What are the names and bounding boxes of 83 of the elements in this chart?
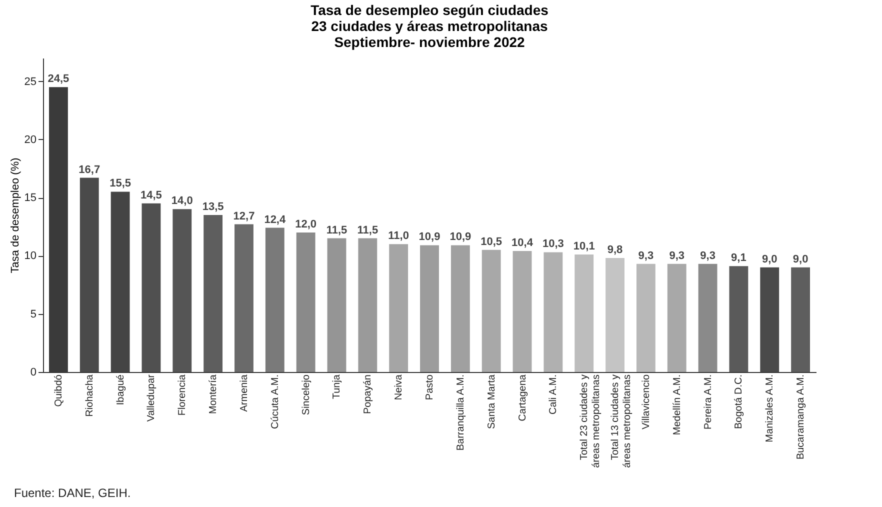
data-label: 10,9 (418, 231, 440, 244)
bar (606, 258, 624, 372)
bar (512, 251, 532, 372)
x-tick-label: Cúcuta A.M. (270, 374, 281, 429)
y-axis-title: Tasa de desempleo (%) (9, 158, 22, 274)
y-tick-label: 0 (30, 366, 36, 378)
x-tick-label: Florencia (177, 374, 188, 416)
data-label: 10,5 (480, 236, 502, 248)
bar (172, 209, 192, 372)
x-tick-label: Cartagena (517, 374, 528, 422)
x-tick-label: Barranquilla A.M. (455, 374, 466, 451)
bar (389, 244, 408, 372)
bar (204, 215, 223, 372)
x-tick-label: Villavicencio (640, 374, 652, 430)
data-label: 12,4 (264, 214, 286, 226)
x-tick-label: Sincelejo (300, 374, 312, 416)
y-tick-label: 10 (24, 250, 36, 262)
data-label: 10,3 (542, 238, 564, 250)
x-tick-label: Popayán (362, 374, 374, 414)
bar (482, 250, 501, 372)
x-tick-label: Bucaramanga A.M. (796, 374, 807, 460)
x-tick-label: Quibdó (53, 374, 64, 407)
data-label: 10,9 (450, 231, 472, 244)
data-label: 9,3 (638, 250, 654, 262)
bar (760, 267, 780, 372)
bar (450, 245, 470, 372)
data-label: 15,5 (110, 178, 132, 190)
data-label: 14,0 (171, 195, 193, 208)
bar (636, 264, 656, 372)
x-tick-label: Bogotá D.C. (734, 374, 745, 429)
bar (729, 266, 748, 372)
x-tick-label: Pereira A.M. (702, 374, 714, 430)
x-tick-label: Tunja (332, 374, 343, 400)
x-tick-label: Medellín A.M. (672, 374, 683, 436)
bar (667, 264, 686, 372)
x-tick-label: Cali A.M. (548, 374, 560, 415)
data-label: 9,3 (700, 250, 716, 262)
y-tick-label: 25 (24, 76, 36, 88)
y-tick-label: 20 (24, 134, 36, 146)
bar (574, 254, 594, 372)
x-tick-label: Ibagué (115, 374, 126, 406)
x-tick-label: Montería (208, 374, 220, 414)
bar (420, 245, 439, 372)
data-label: 9,3 (669, 250, 685, 262)
data-label: 16,7 (78, 164, 100, 176)
bar (327, 238, 346, 372)
x-tick-label: Armenia (238, 374, 250, 412)
data-label: 24,5 (48, 73, 70, 86)
x-tick-label: Valledupar (146, 374, 158, 422)
data-label: 11,5 (326, 224, 348, 236)
data-label: 11,5 (357, 224, 378, 236)
bar (265, 228, 284, 372)
data-label: 10,1 (573, 240, 595, 253)
data-label: 9,8 (607, 244, 623, 256)
data-label: 9,1 (731, 252, 746, 264)
source-note: Fuente: DANE, GEIH. (14, 486, 132, 500)
bar (80, 178, 99, 372)
data-label: 13,5 (202, 201, 224, 213)
data-label: 12,7 (233, 210, 255, 222)
data-label: 14,5 (140, 189, 162, 202)
chart-subtitle: 23 ciudades y áreas metropolitanas Septiembre- noviembre 2022 (311, 18, 548, 50)
x-tick-label: Total 23 ciudades y áreas metropolitanas (579, 374, 602, 468)
bar (358, 238, 378, 372)
data-label: 11,0 (388, 230, 409, 242)
x-tick-label: Pasto (424, 374, 436, 400)
data-label: 12,0 (295, 218, 317, 230)
data-label: 9,0 (762, 253, 778, 266)
x-tick-label: Riohacha (84, 374, 96, 417)
bar (142, 203, 161, 372)
bar (544, 252, 563, 372)
data-label: 10,4 (512, 237, 534, 250)
x-tick-label: Santa Marta (486, 374, 498, 429)
data-label: 9,0 (792, 253, 808, 266)
bar (296, 232, 316, 372)
bar (234, 224, 254, 372)
bar (110, 192, 130, 372)
y-tick-label: 5 (30, 308, 36, 320)
chart-title: Tasa de desempleo según ciudades (310, 2, 549, 18)
y-tick-label: 15 (24, 192, 36, 204)
x-tick-label: Neiva (394, 374, 405, 400)
bar (698, 264, 718, 372)
x-tick-label: Manizales A.M. (764, 374, 776, 442)
bar (791, 267, 810, 372)
